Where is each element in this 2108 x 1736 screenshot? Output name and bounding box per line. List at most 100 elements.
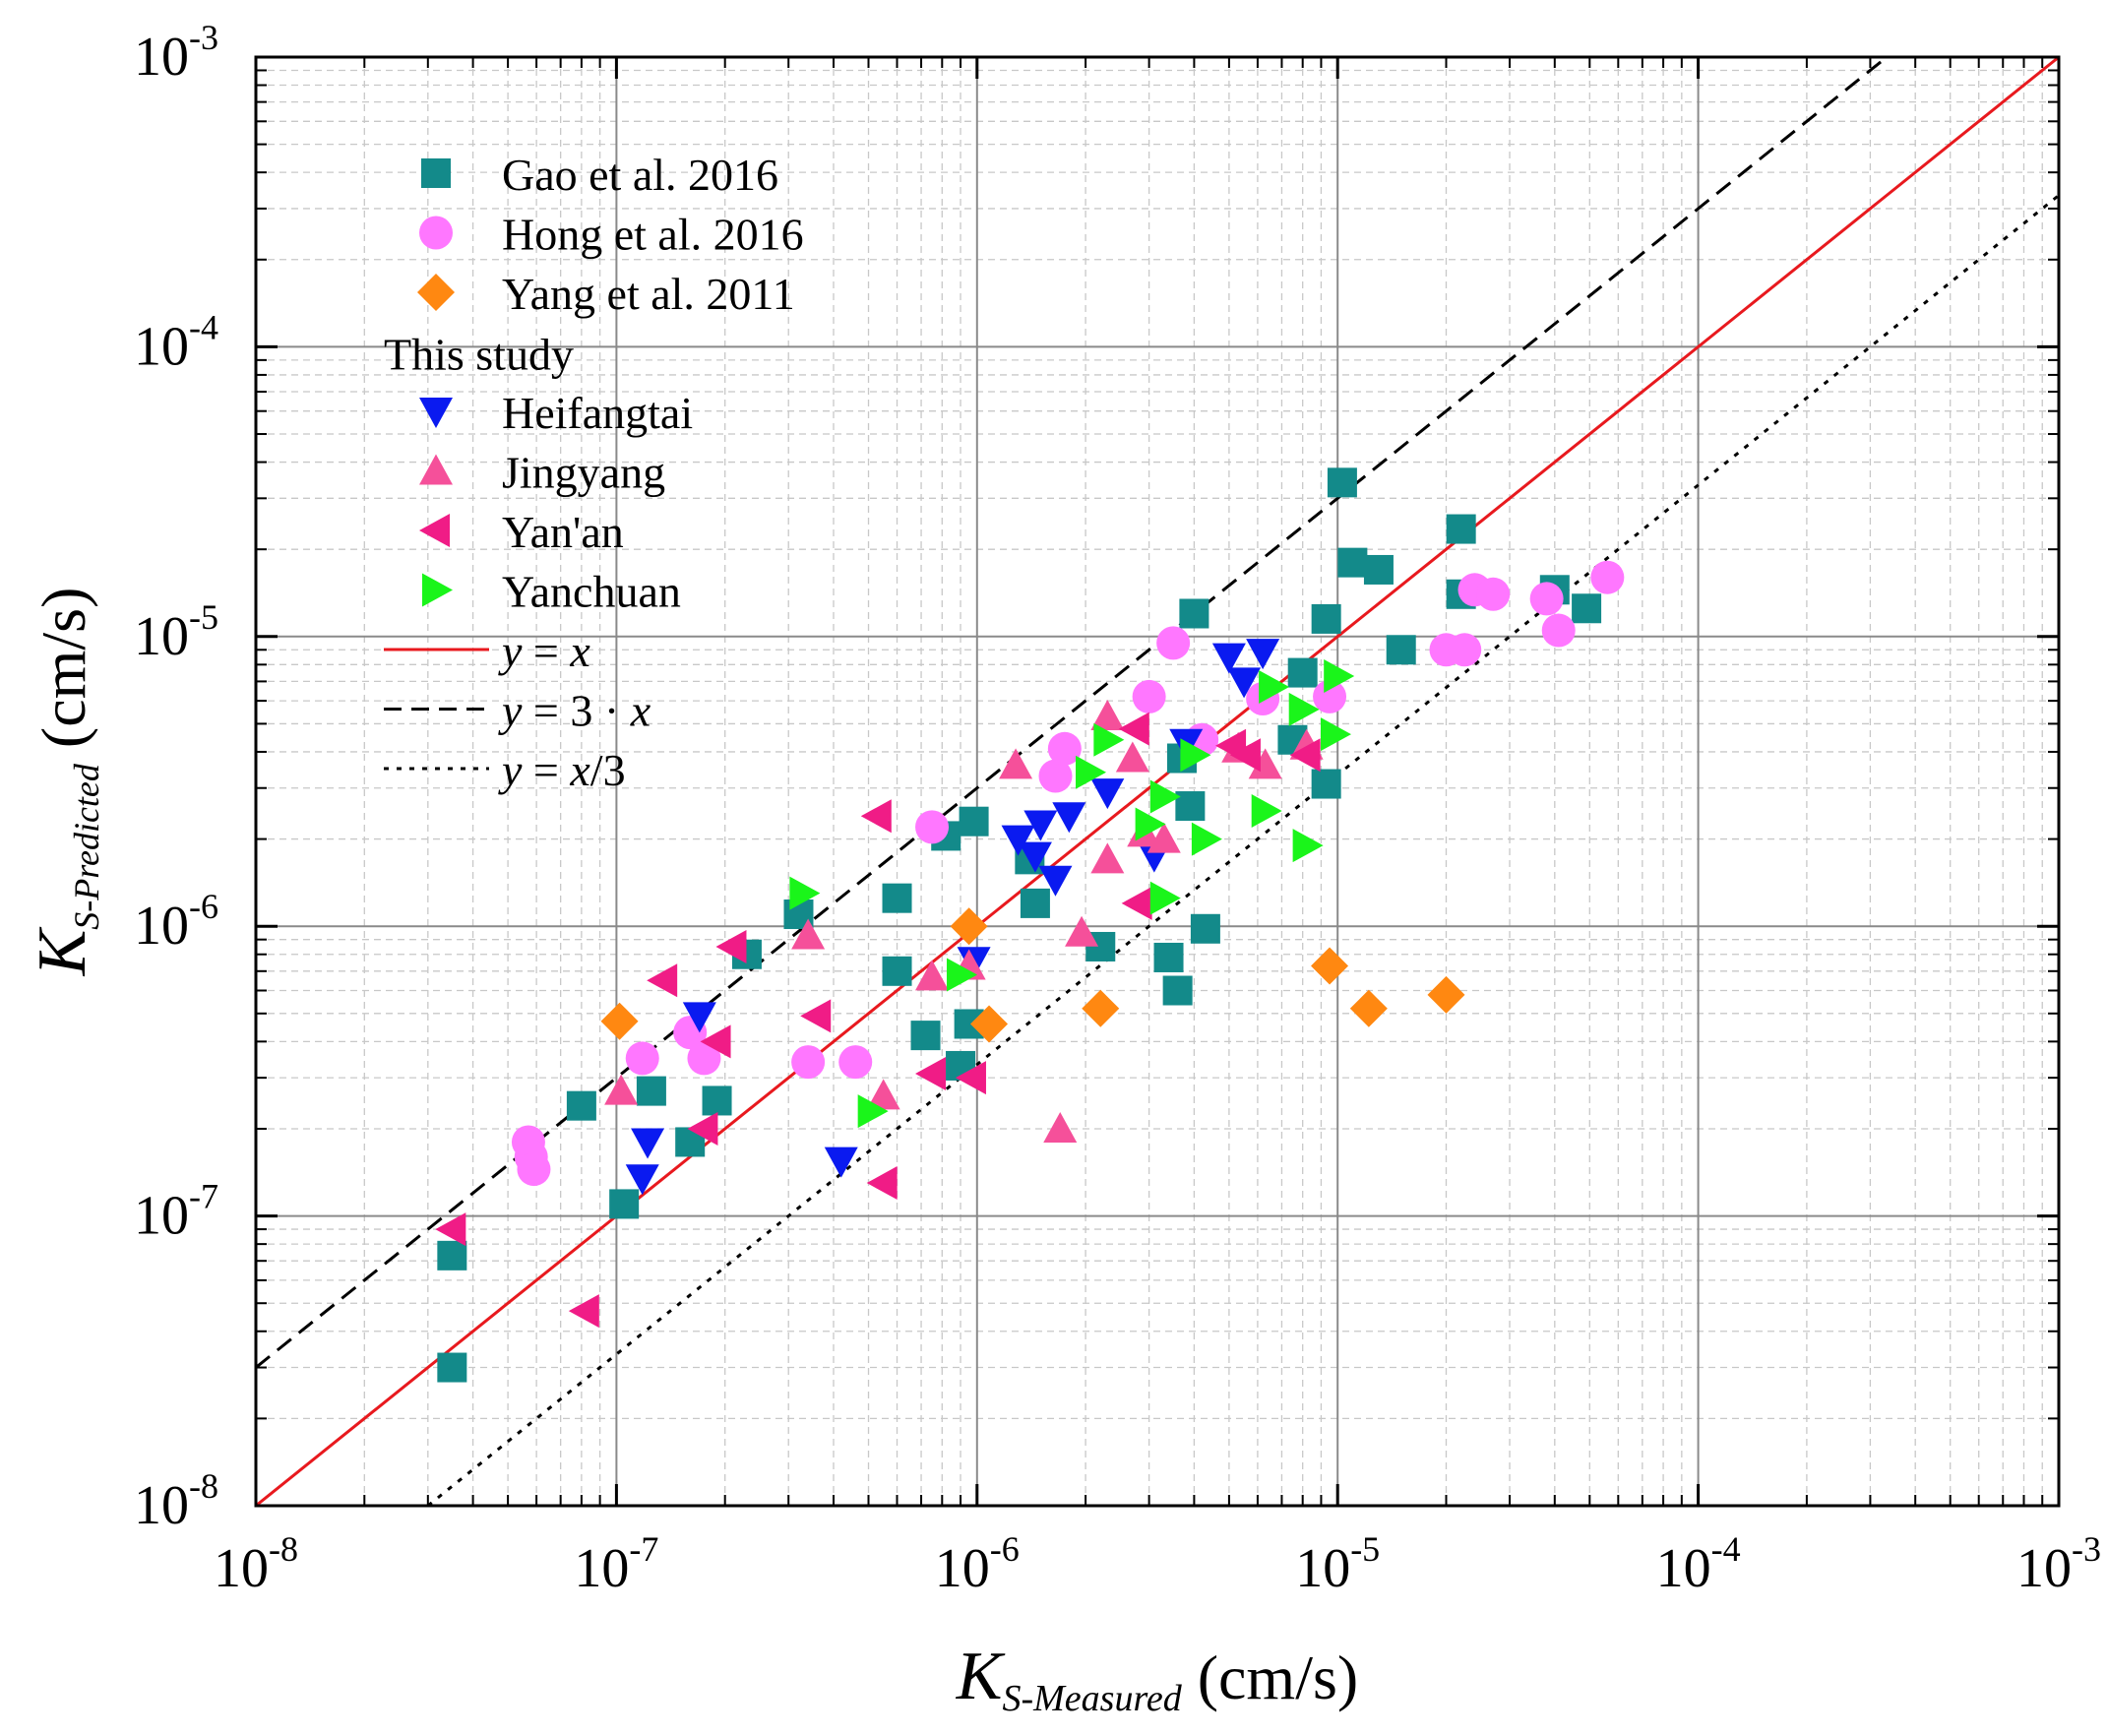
- grid: [256, 57, 2059, 1506]
- data-point: [1132, 679, 1166, 713]
- data-point: [1162, 975, 1193, 1006]
- data-point: [609, 1189, 640, 1219]
- y-axis-title-main: K: [25, 926, 100, 976]
- x-axis-title-sub: S-Measured: [1002, 1678, 1182, 1719]
- data-point: [568, 1294, 599, 1329]
- data-point: [1320, 717, 1351, 752]
- data-point: [687, 1041, 721, 1076]
- data-point: [1313, 679, 1347, 713]
- data-point: [1052, 802, 1086, 834]
- data-point: [1047, 731, 1082, 766]
- y-tick-label-exp: -6: [189, 887, 218, 926]
- data-point: [1179, 598, 1209, 629]
- data-point: [1020, 888, 1050, 918]
- data-point: [800, 999, 832, 1033]
- data-point: [1090, 842, 1125, 874]
- y-tick-label-base: 10: [134, 1186, 189, 1247]
- legend-marker: [421, 158, 451, 188]
- legend-label: Gao et al. 2016: [502, 150, 778, 200]
- data-point: [636, 1076, 666, 1106]
- data-point: [1153, 942, 1184, 972]
- data-point: [1311, 947, 1349, 985]
- data-points: [435, 467, 1625, 1383]
- x-axis-title: KS-Measured (cm/s): [956, 1639, 1358, 1719]
- data-point: [1363, 554, 1394, 585]
- data-point: [1292, 829, 1324, 863]
- x-tick-label: 10-7: [574, 1529, 658, 1599]
- x-tick-label-exp: -6: [990, 1529, 1020, 1569]
- series-2: [600, 907, 1465, 1043]
- data-point: [517, 1152, 551, 1187]
- data-point: [999, 748, 1033, 779]
- data-point: [838, 1045, 873, 1080]
- y-axis-title-sub: S-Predicted: [67, 763, 106, 930]
- data-point: [791, 918, 826, 950]
- y-tick-label-exp: -8: [189, 1466, 218, 1506]
- x-axis-title-unit: (cm/s): [1198, 1643, 1359, 1712]
- x-tick-label-exp: -7: [629, 1529, 658, 1569]
- x-tick-label: 10-3: [2016, 1529, 2101, 1599]
- y-tick-label-base: 10: [134, 1475, 189, 1536]
- data-point: [1090, 778, 1125, 810]
- y-tick-label: 10-8: [134, 1466, 218, 1536]
- series-5: [435, 712, 1321, 1329]
- legend-marker: [417, 274, 455, 311]
- data-point: [1311, 769, 1341, 799]
- x-tick-label-exp: -5: [1350, 1529, 1380, 1569]
- reference-line-1: [255, 55, 1889, 1369]
- data-point: [910, 1021, 941, 1051]
- y-tick-label: 10-5: [134, 597, 218, 667]
- legend-marker: [419, 216, 453, 250]
- data-point: [1147, 822, 1181, 853]
- data-point: [1090, 699, 1125, 730]
- data-point: [437, 1240, 467, 1271]
- x-tick-label-exp: -4: [1711, 1529, 1741, 1569]
- y-tick-label: 10-3: [134, 18, 218, 88]
- x-tick-label-exp: -3: [2072, 1529, 2101, 1569]
- data-point: [1082, 989, 1120, 1027]
- legend-marker: [422, 573, 453, 607]
- data-point: [1121, 886, 1152, 920]
- x-tick-label-base: 10: [2016, 1538, 2072, 1599]
- legend-label: Heifangtai: [502, 388, 693, 438]
- data-point: [1156, 626, 1191, 660]
- data-point: [1349, 989, 1388, 1027]
- plot-frame: [254, 55, 2061, 1508]
- data-point: [1175, 791, 1206, 822]
- data-point: [604, 1074, 639, 1105]
- data-point: [1227, 667, 1262, 699]
- data-point: [789, 876, 821, 910]
- data-point: [866, 1166, 898, 1201]
- legend-label-part: = 3 ·: [522, 686, 630, 736]
- x-tick-label: 10-5: [1295, 1529, 1380, 1599]
- data-point: [1476, 577, 1511, 611]
- data-point: [1448, 633, 1482, 667]
- y-tick-label-exp: -5: [189, 597, 218, 637]
- reference-line-0: [255, 55, 2060, 1508]
- legend-label-part: x: [569, 626, 590, 676]
- legend-label: Jingyang: [502, 448, 665, 498]
- data-point: [860, 799, 892, 834]
- legend-label-part: y: [498, 626, 523, 676]
- y-axis-title-unit: (cm/s): [29, 588, 98, 749]
- legend-label-part: /3: [590, 745, 626, 795]
- data-point: [1118, 712, 1149, 746]
- legend-label: Yanchuan: [502, 567, 681, 617]
- y-tick-label-base: 10: [134, 606, 189, 667]
- reference-lines: [255, 55, 2060, 1508]
- legend-label-part: y: [498, 686, 523, 736]
- data-point: [947, 958, 978, 992]
- data-point: [857, 1094, 889, 1129]
- data-point: [882, 883, 912, 913]
- data-point: [1337, 547, 1368, 578]
- series-3: [625, 639, 1280, 1196]
- x-tick-label-base: 10: [214, 1538, 269, 1599]
- data-point: [625, 1041, 659, 1076]
- data-point: [437, 1352, 467, 1383]
- series-6: [789, 659, 1355, 1129]
- data-point: [955, 1061, 986, 1095]
- y-tick-label: 10-6: [134, 887, 218, 957]
- legend-marker: [419, 514, 450, 547]
- legend: Gao et al. 2016 Hong et al. 2016 Yang et a…: [384, 150, 804, 795]
